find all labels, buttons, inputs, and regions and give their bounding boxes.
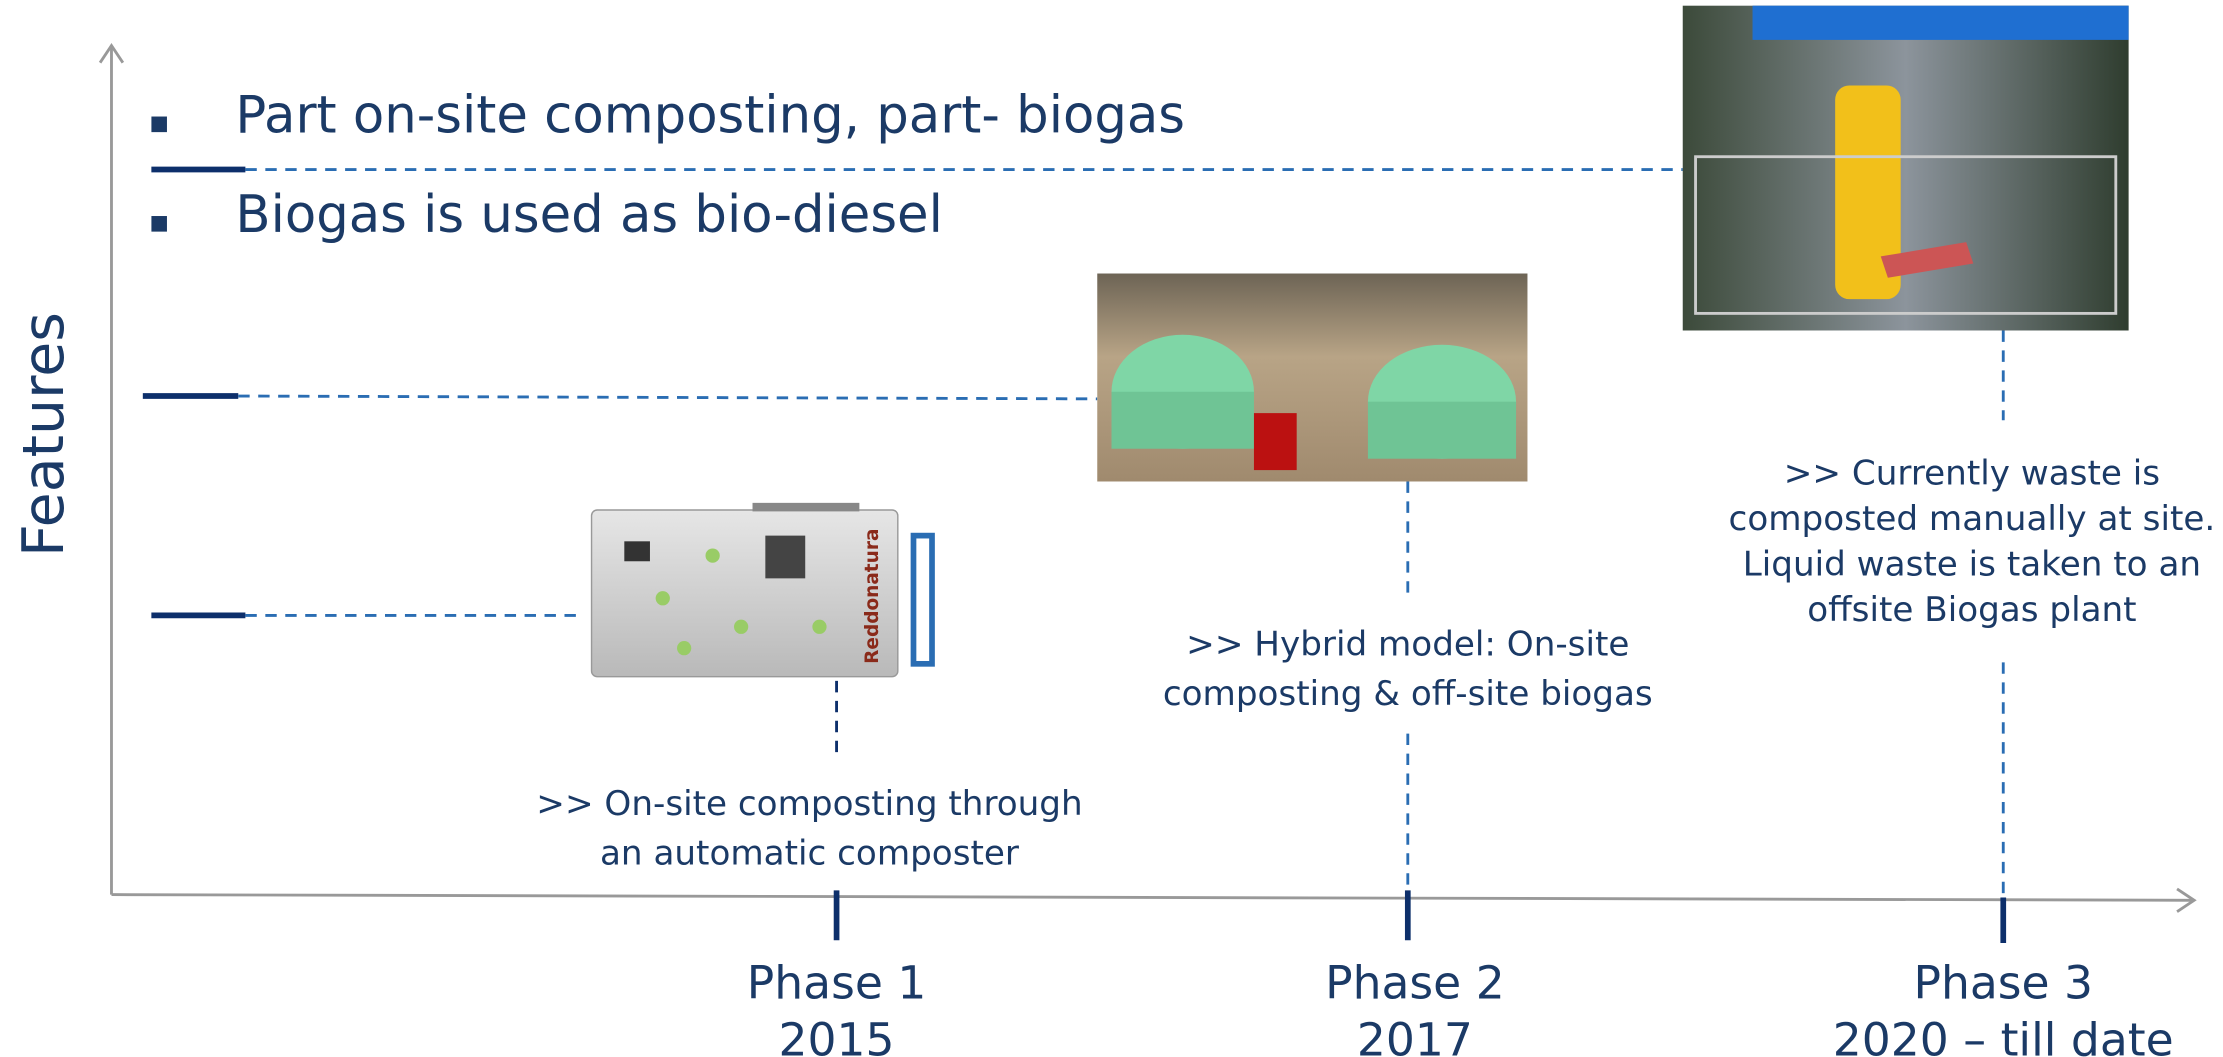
digester-photo xyxy=(1097,274,1527,482)
brand-label: Reddonatura xyxy=(862,529,883,664)
bullet-text: Part on-site composting, part- biogas xyxy=(235,85,1185,145)
caption-line: >> On-site composting through xyxy=(536,784,1082,824)
caption-line: >> Hybrid model: On-site xyxy=(1186,624,1629,664)
phase-period: 2020 – till date xyxy=(1833,1014,2174,1057)
caption-line: >> Currently waste is xyxy=(1784,453,2160,493)
caption-line: offsite Biogas plant xyxy=(1807,590,2136,630)
bullet-text: Biogas is used as bio-diesel xyxy=(235,185,942,245)
bullet-marker: ▪ xyxy=(149,204,170,240)
caption-line: an automatic composter xyxy=(600,834,1020,874)
phase-period: 2015 xyxy=(779,1014,895,1057)
y-axis-label: Features xyxy=(11,312,77,557)
composter-photo: Reddonatura xyxy=(592,503,932,677)
plant-photo xyxy=(1683,6,2129,331)
diagram: Features ▪ ▪ Part on-site composting, pa… xyxy=(0,0,2223,1057)
caption-line: Liquid waste is taken to an xyxy=(1743,545,2201,585)
phase-name: Phase 3 xyxy=(1913,957,2093,1010)
phase-name: Phase 1 xyxy=(747,957,927,1010)
caption-line: composting & off-site biogas xyxy=(1163,674,1653,714)
phase-name: Phase 2 xyxy=(1325,957,1505,1010)
phase-period: 2017 xyxy=(1357,1014,1473,1057)
bullet-marker: ▪ xyxy=(149,104,170,140)
page: Features ▪ ▪ Part on-site composting, pa… xyxy=(0,0,2223,1057)
caption-line: composted manually at site. xyxy=(1729,499,2216,539)
